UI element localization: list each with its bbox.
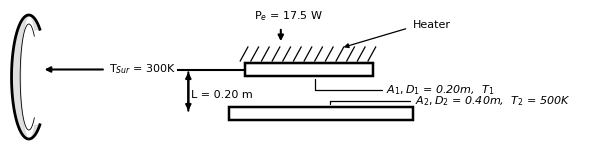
Text: P$_e$ = 17.5 W: P$_e$ = 17.5 W [254,9,323,23]
Text: T$_{Sur}$ = 300K: T$_{Sur}$ = 300K [108,63,176,76]
Text: $A_1, D_1$ = 0.20$m$,  $T_1$: $A_1, D_1$ = 0.20$m$, $T_1$ [386,83,495,97]
Text: L = 0.20 m: L = 0.20 m [191,91,253,101]
Text: $A_2, D_2$ = 0.40$m$,  $T_2$ = 500$K$: $A_2, D_2$ = 0.40$m$, $T_2$ = 500$K$ [415,94,571,108]
Bar [229,107,413,120]
Text: Heater: Heater [413,20,451,30]
Bar [245,63,373,76]
